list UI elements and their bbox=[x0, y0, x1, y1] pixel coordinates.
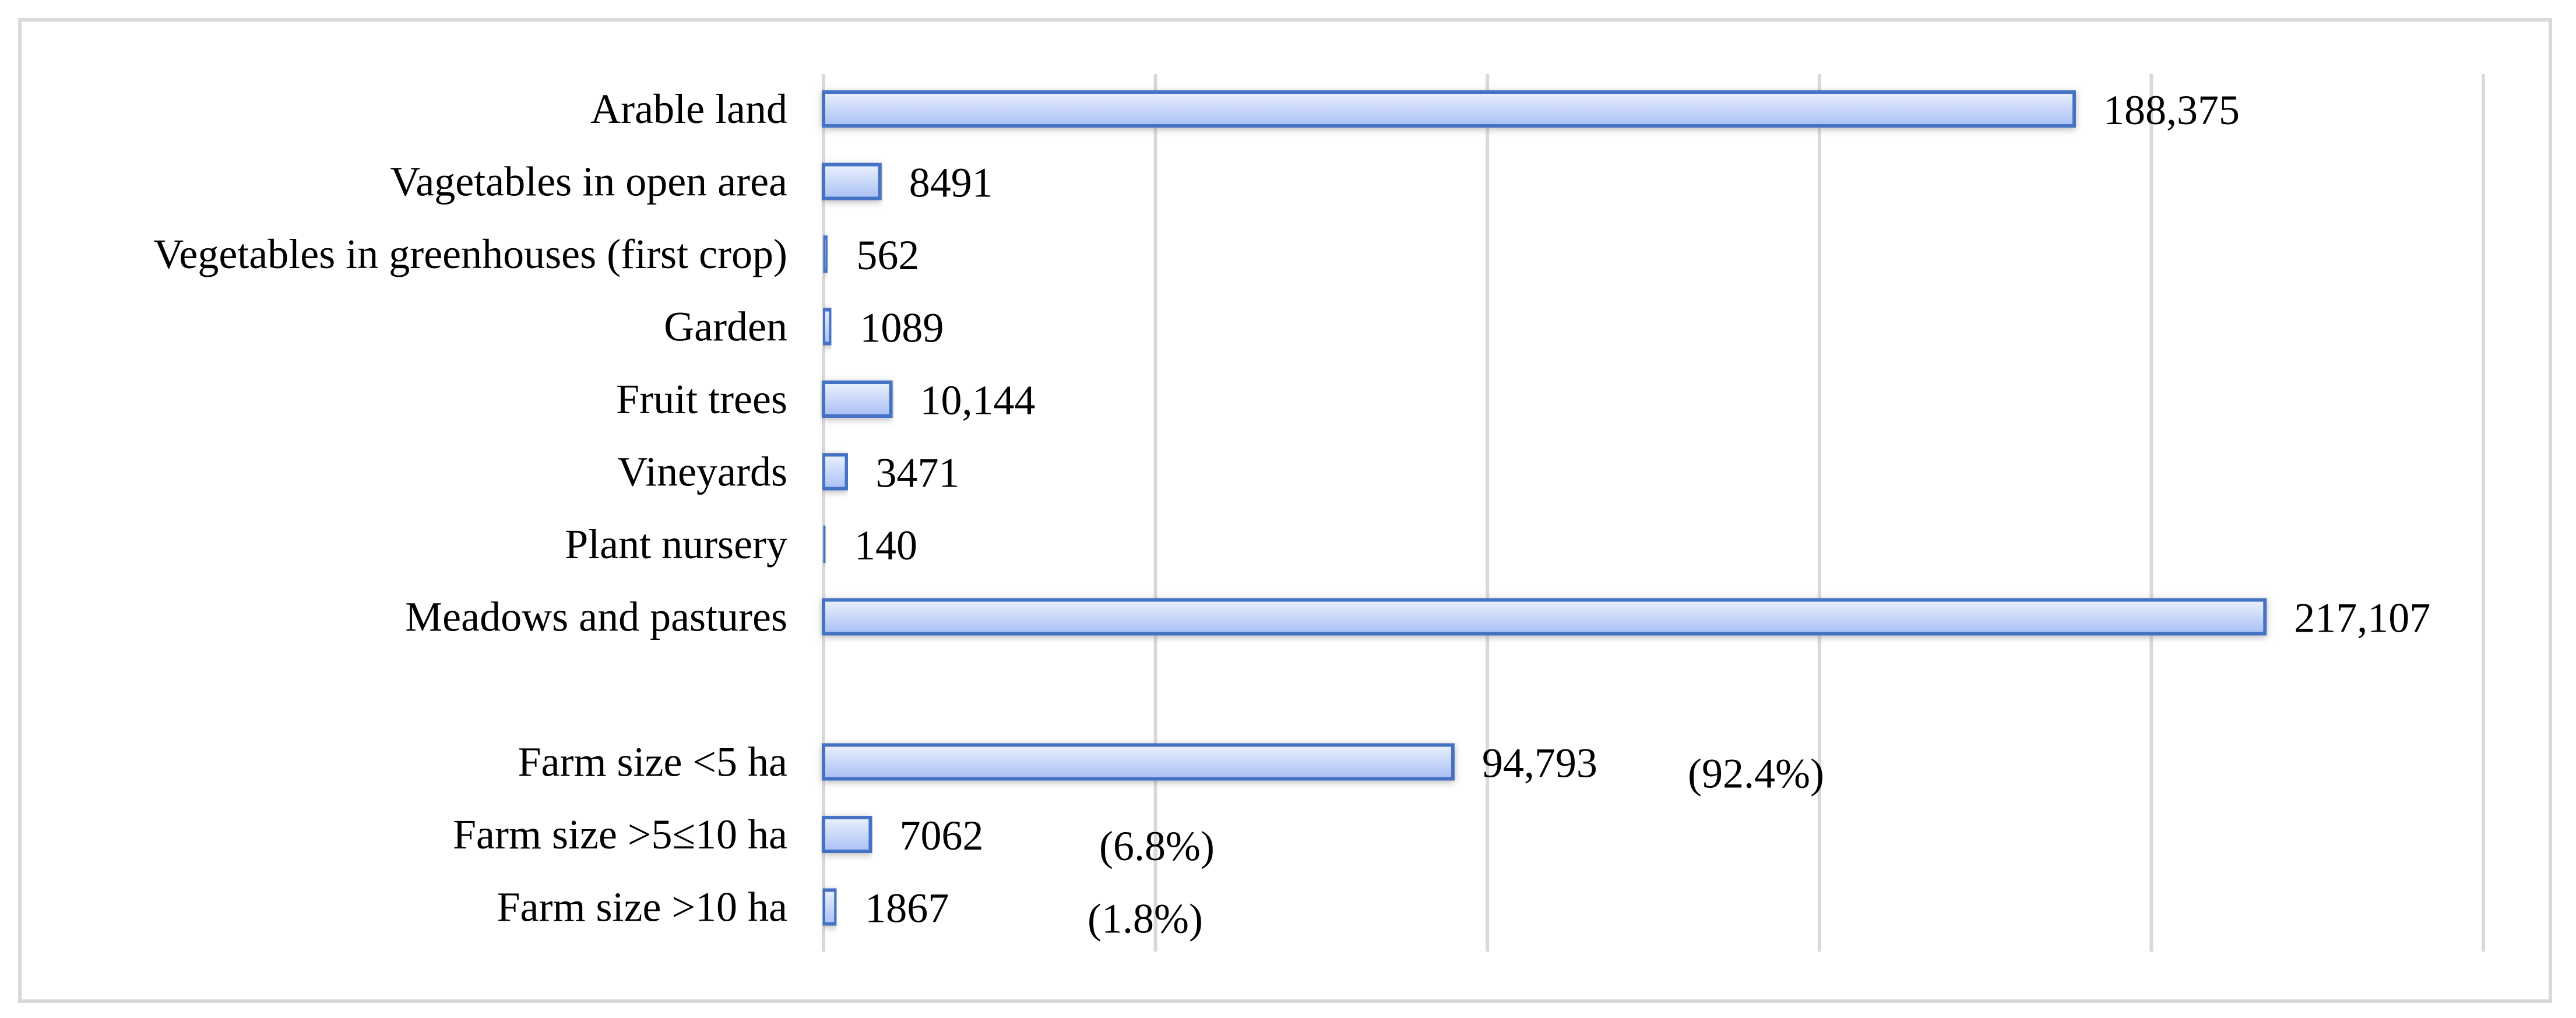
category-label: Vagetables in open area bbox=[390, 158, 787, 205]
bar bbox=[822, 381, 893, 418]
category-label: Garden bbox=[664, 304, 787, 350]
value-label: 217,107 bbox=[2294, 595, 2430, 642]
value-label: 1867 bbox=[865, 885, 949, 932]
percent-label: (1.8%) bbox=[1088, 896, 1203, 942]
value-label: 562 bbox=[856, 232, 919, 279]
bar bbox=[822, 816, 872, 853]
bars bbox=[822, 90, 2267, 926]
category-label: Vineyards bbox=[617, 449, 787, 495]
bar bbox=[822, 90, 2076, 128]
value-label: 7062 bbox=[899, 812, 983, 859]
bar bbox=[822, 308, 833, 346]
chart-frame: Arable land 188,375 Vagetables in open are… bbox=[18, 18, 2552, 1003]
labels: Arable land 188,375 Vagetables in open are… bbox=[153, 86, 2430, 942]
category-label: Farm size <5 ha bbox=[518, 739, 787, 785]
value-label: 94,793 bbox=[1482, 740, 1597, 787]
category-label: Vegetables in greenhouses (first crop) bbox=[153, 231, 787, 277]
bar bbox=[822, 598, 2267, 636]
bar bbox=[822, 526, 827, 563]
value-label: 188,375 bbox=[2103, 87, 2240, 133]
category-label: Arable land bbox=[590, 86, 787, 132]
category-label: Farm size >5≤10 ha bbox=[453, 811, 787, 858]
bar-chart: Arable land 188,375 Vagetables in open are… bbox=[153, 74, 2485, 952]
bar bbox=[822, 743, 1455, 781]
category-label: Fruit trees bbox=[616, 376, 787, 422]
percent-label: (6.8%) bbox=[1099, 823, 1215, 869]
value-label: 10,144 bbox=[920, 377, 1036, 424]
value-label: 8491 bbox=[909, 160, 993, 206]
gridlines bbox=[822, 74, 2485, 952]
category-label: Plant nursery bbox=[565, 521, 787, 568]
category-label: Farm size >10 ha bbox=[497, 884, 787, 931]
bar bbox=[822, 235, 829, 273]
value-label: 140 bbox=[854, 522, 917, 569]
bar bbox=[822, 453, 849, 491]
value-label: 3471 bbox=[876, 450, 960, 496]
bar bbox=[822, 163, 882, 200]
value-label: 1089 bbox=[860, 305, 944, 351]
category-label: Meadows and pastures bbox=[405, 594, 787, 640]
bar bbox=[822, 888, 838, 926]
percent-label: (92.4%) bbox=[1688, 751, 1824, 797]
